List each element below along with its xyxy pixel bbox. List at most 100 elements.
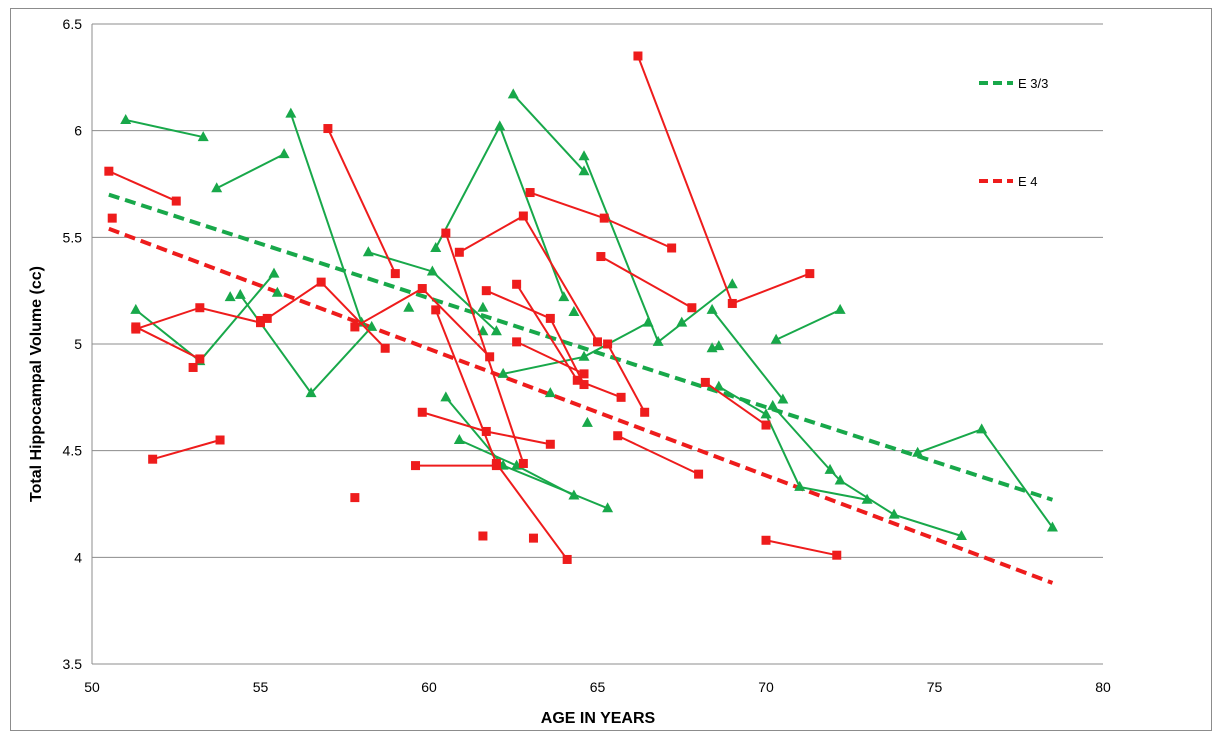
data-point-square: [700, 377, 710, 387]
data-point-square: [350, 493, 360, 503]
data-point-square: [832, 550, 842, 560]
data-point-triangle: [955, 530, 967, 540]
data-point-square: [215, 435, 225, 445]
legend: E 3/3 E 4: [979, 76, 1048, 189]
trajectory-line: [354, 287, 491, 358]
data-point-square: [454, 247, 464, 257]
data-point-square: [256, 316, 265, 326]
data-point-triangle: [824, 463, 836, 474]
data-point-triangle: [760, 408, 772, 419]
data-point-triangle: [713, 340, 725, 351]
trajectory-line: [485, 289, 585, 385]
data-point-triangle: [497, 367, 509, 378]
data-point-square: [431, 305, 441, 315]
y-tick-label: 6.5: [63, 16, 83, 32]
data-point-square: [417, 284, 427, 294]
data-point-square: [107, 213, 117, 223]
data-point-triangle: [453, 434, 465, 444]
data-point-square: [512, 279, 522, 289]
data-point-square: [687, 303, 697, 313]
trajectory-line: [135, 272, 275, 363]
series-e33: [120, 88, 1058, 540]
data-point-triangle: [794, 480, 806, 491]
data-point-square: [390, 269, 400, 279]
data-point-triangle: [507, 88, 519, 99]
data-point-square: [323, 124, 333, 134]
trend-lines: [108, 192, 1054, 585]
data-point-square: [596, 252, 606, 262]
data-point-square: [579, 369, 589, 379]
data-point-triangle: [726, 278, 738, 289]
trajectory-line: [266, 280, 386, 349]
data-point-triangle: [676, 316, 688, 327]
trajectory-line: [583, 155, 733, 344]
data-point-triangle: [426, 265, 438, 276]
trend-line-e33: [108, 192, 1054, 502]
x-tick-label: 70: [758, 679, 774, 695]
trajectory-line: [135, 326, 202, 369]
data-point-triangle: [305, 387, 317, 398]
data-point-triangle: [581, 416, 593, 427]
data-point-triangle: [834, 303, 846, 314]
data-point-triangle: [403, 301, 415, 312]
data-point-triangle: [568, 489, 580, 500]
data-point-triangle: [912, 446, 924, 457]
data-point-square: [104, 166, 114, 176]
legend-label: E 4: [1018, 174, 1038, 189]
trend-line-e4: [108, 226, 1054, 585]
data-point-square: [727, 298, 737, 308]
data-point-triangle: [440, 391, 452, 402]
trajectory-line: [444, 232, 525, 464]
data-point-square: [525, 188, 535, 198]
data-point-square: [262, 313, 272, 323]
trajectory-line: [711, 309, 784, 401]
data-point-square: [195, 354, 205, 364]
y-axis-title: Total Hippocampal Volume (cc): [28, 266, 45, 502]
data-point-square: [350, 322, 360, 332]
data-point-triangle: [211, 182, 223, 193]
data-point-square: [694, 469, 704, 479]
data-point-square: [485, 352, 495, 362]
trajectory-line: [606, 343, 646, 413]
data-point-triangle: [713, 380, 725, 391]
data-point-triangle: [278, 148, 290, 159]
x-tick-label: 60: [421, 679, 437, 695]
data-point-square: [805, 269, 815, 279]
data-point-square: [761, 535, 771, 545]
x-tick-label: 65: [590, 679, 606, 695]
trajectory-line: [516, 340, 585, 375]
data-point-triangle: [767, 399, 779, 410]
data-point-square: [667, 243, 677, 253]
trajectory-line: [771, 405, 962, 537]
trajectory-line: [600, 255, 693, 309]
data-point-triangle: [130, 303, 142, 314]
data-point-square: [512, 337, 522, 347]
trajectory-line: [775, 308, 841, 341]
data-point-square: [613, 431, 623, 441]
data-point-triangle: [578, 350, 590, 361]
trajectory-line: [617, 434, 700, 476]
y-tick-label: 6: [74, 123, 82, 139]
trajectory-line: [765, 539, 837, 557]
data-point-square: [131, 322, 141, 332]
data-point-square: [148, 454, 158, 464]
data-point-square: [195, 303, 205, 313]
data-point-square: [603, 339, 613, 349]
data-point-triangle: [362, 246, 374, 257]
legend-label: E 3/3: [1018, 76, 1048, 91]
data-point-triangle: [834, 474, 846, 485]
data-point-triangle: [578, 165, 590, 176]
data-point-square: [481, 286, 491, 296]
data-point-square: [417, 407, 427, 417]
data-point-square: [478, 531, 488, 541]
data-point-square: [572, 375, 582, 385]
data-point-square: [491, 458, 501, 468]
data-point-square: [761, 420, 771, 430]
data-point-triangle: [642, 316, 654, 327]
data-point-triangle: [568, 306, 580, 316]
data-point-triangle: [544, 387, 556, 398]
data-point-triangle: [706, 303, 718, 314]
data-point-square: [481, 426, 491, 436]
trajectory-line: [326, 128, 397, 275]
